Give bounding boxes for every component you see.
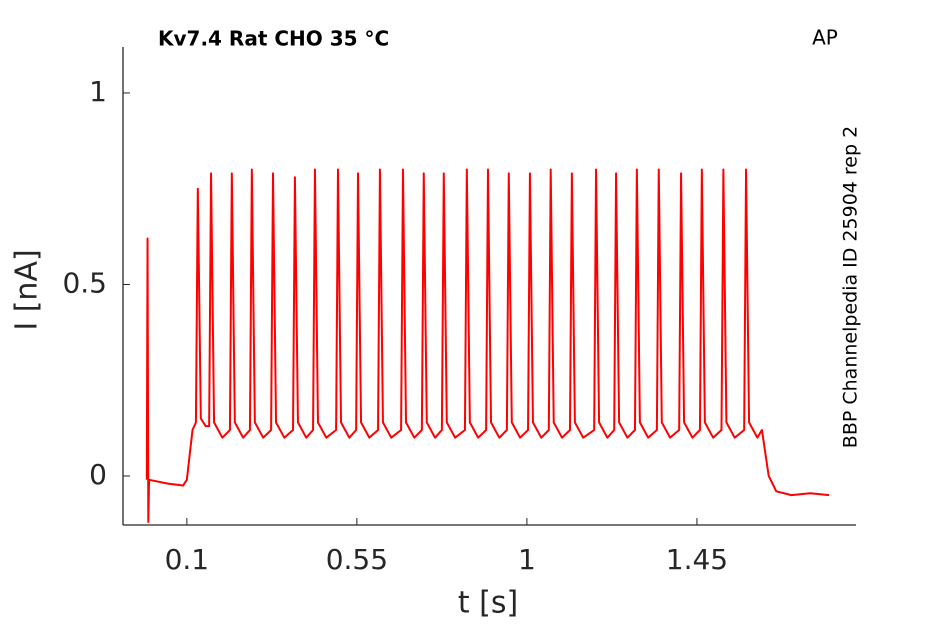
side-note: BBP Channelpedia ID 25904 rep 2 <box>840 126 862 448</box>
y-tick-label: 0 <box>89 458 107 491</box>
x-tick-label: 1 <box>518 543 536 576</box>
y-tick-label: 1 <box>89 75 107 108</box>
x-tick-label: 1.45 <box>666 543 728 576</box>
x-tick-label: 0.55 <box>326 543 388 576</box>
trace <box>145 168 830 523</box>
x-tick-label: 0.1 <box>165 543 210 576</box>
y-tick-label: 0.5 <box>62 266 107 299</box>
annotation: AP <box>812 26 838 50</box>
chart-title: Kv7.4 Rat CHO 35 °C <box>158 27 389 51</box>
x-axis-label: t [s] <box>458 586 518 621</box>
y-axis-label: I [nA] <box>10 249 45 330</box>
